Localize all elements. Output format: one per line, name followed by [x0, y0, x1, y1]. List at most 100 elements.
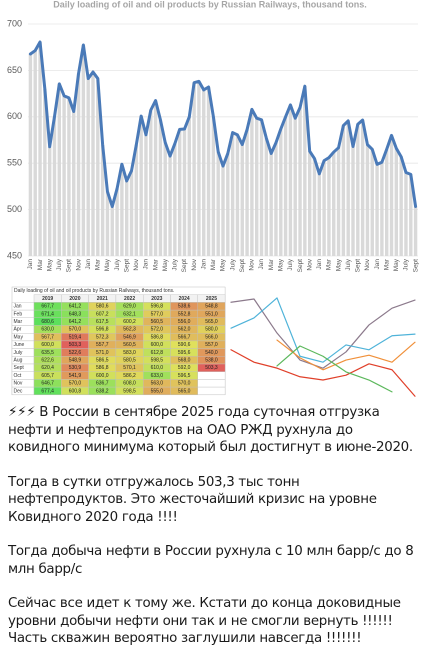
cell-value: 567,7	[41, 334, 54, 340]
bar	[322, 160, 326, 256]
x-tick-label: Mar	[37, 258, 44, 270]
cell-value: 562,3	[123, 327, 136, 333]
bar	[346, 120, 350, 256]
bar	[298, 107, 302, 257]
cell-value: 560,5	[123, 342, 136, 348]
cell-value: 600,0	[96, 373, 109, 379]
bar	[351, 146, 355, 256]
cell-value: 667,7	[41, 304, 54, 310]
data-line	[230, 298, 416, 369]
table-cell	[197, 386, 226, 396]
cell-value: 580,5	[123, 357, 136, 363]
cell-value: 595,6	[178, 350, 191, 356]
cell-value: 556,0	[178, 319, 191, 325]
cell-value: 612,8	[151, 350, 164, 356]
bar	[413, 206, 418, 256]
page: {"chart_data": [ {"type": "line", "title…	[6, 0, 420, 646]
cell-value: 641,2	[69, 304, 82, 310]
row-label: May	[14, 334, 24, 340]
bar	[356, 124, 360, 256]
cell-value: 555,0	[151, 388, 164, 394]
x-tick-label: July	[403, 258, 410, 270]
bar	[360, 120, 365, 256]
bar	[120, 164, 124, 256]
bar	[269, 153, 273, 256]
cell-value: 503,3	[69, 342, 82, 348]
cell-value: 557,0	[205, 342, 218, 348]
bar	[173, 143, 177, 256]
bar	[187, 116, 192, 256]
cell-value: 551,0	[205, 311, 218, 317]
row-label: Mar	[14, 319, 23, 325]
bar	[317, 173, 322, 256]
bar	[399, 156, 403, 256]
header-label: 2024	[179, 296, 190, 302]
bar	[240, 144, 244, 256]
bar	[375, 164, 379, 256]
table-title: Daily loading of oil and oil products by…	[14, 288, 174, 294]
x-tick-label: Mar	[383, 258, 390, 270]
bar	[100, 144, 105, 256]
x-tick-label: Nov	[75, 258, 82, 270]
bar	[332, 152, 336, 256]
row-label: Sept	[14, 365, 25, 371]
bar	[254, 118, 259, 256]
bar	[67, 97, 71, 256]
cell-value: 586,5	[96, 357, 109, 363]
cell-value: 557,7	[96, 342, 109, 348]
bar	[389, 135, 394, 256]
bar	[76, 73, 81, 256]
bar	[336, 147, 341, 256]
bar	[47, 146, 52, 256]
cell-value: 646,7	[41, 381, 54, 387]
cell-value: 541,9	[69, 373, 82, 379]
bar	[312, 158, 317, 256]
cell-value: 680,6	[41, 319, 54, 325]
cell-value: 572,0	[151, 327, 164, 333]
cell-value: 580,6	[96, 304, 109, 310]
cell-value: 600,0	[151, 342, 164, 348]
table-cell	[197, 379, 226, 388]
y-tick-label: 650	[7, 65, 22, 75]
cell-value: 566,0	[205, 334, 218, 340]
bar	[134, 144, 139, 256]
x-tick-label: Jan	[85, 259, 92, 270]
x-tick-label: July	[56, 258, 63, 270]
x-tick-label: July	[229, 258, 236, 270]
row-label: Aug	[14, 357, 23, 363]
bar	[91, 71, 95, 256]
row-label: Jan	[14, 304, 22, 310]
cell-value: 548,9	[69, 357, 82, 363]
x-tick-label: Nov	[249, 258, 256, 270]
x-tick-label: Jan	[316, 259, 323, 270]
cell-value: 605,7	[41, 373, 54, 379]
data-line	[28, 40, 418, 209]
cell-value: 607,2	[96, 311, 109, 317]
cell-value: 570,0	[178, 381, 191, 387]
bar	[370, 149, 374, 256]
cell-value: 610,0	[151, 365, 164, 371]
x-tick-label: July	[114, 258, 121, 270]
header-label: 2020	[69, 296, 80, 302]
chart-title: Daily loading of oil and oil products by…	[53, 0, 367, 9]
cell-value: 552,8	[178, 311, 191, 317]
bar	[163, 142, 167, 256]
x-tick-label: July	[287, 258, 294, 270]
bar	[245, 129, 249, 256]
header-label: 2023	[151, 296, 162, 302]
cell-value: 617,5	[96, 319, 109, 325]
cell-value: 538,0	[205, 357, 218, 363]
x-tick-label: Nov	[191, 258, 198, 270]
cell-value: 638,2	[96, 388, 109, 394]
bar	[57, 83, 62, 256]
bar	[279, 129, 283, 256]
cell-value: 635,5	[41, 350, 54, 356]
cell-value: 590,6	[178, 342, 191, 348]
bar	[235, 134, 240, 256]
x-tick-label: July	[172, 258, 179, 270]
bar	[288, 104, 293, 256]
bar	[33, 50, 37, 256]
bar	[177, 129, 182, 256]
cell-value: 622,6	[41, 357, 54, 363]
bar	[283, 116, 288, 256]
